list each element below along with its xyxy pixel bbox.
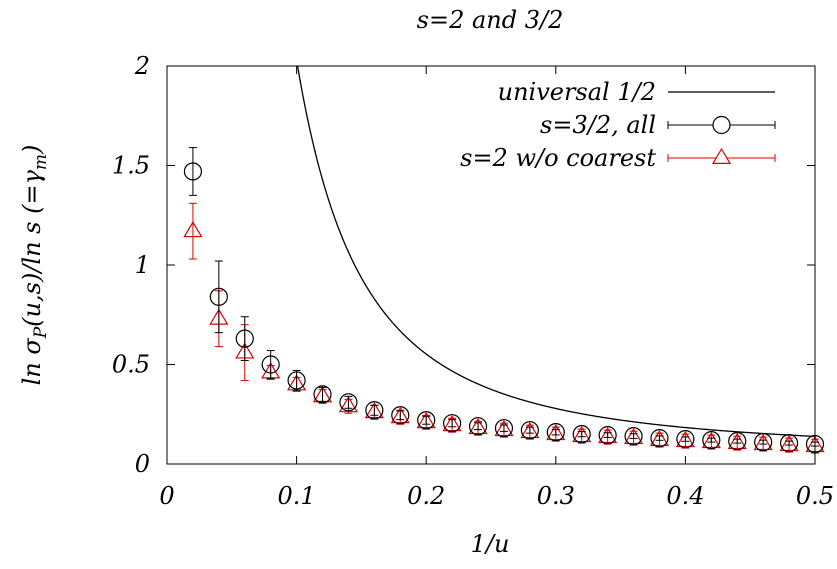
axis-ticks: 0 0.1 0.2 0.3 0.4 0.5 0 0.5 1 1.5 2 <box>112 52 834 510</box>
data-point-s32 <box>702 431 721 450</box>
y-tick-label: 0 <box>135 450 150 478</box>
y-label-part-b: (u,s)/ln s (=γ <box>18 169 46 326</box>
y-label-sub-m: m <box>31 154 51 170</box>
data-point-s32 <box>779 434 799 453</box>
data-point-s32 <box>754 433 773 452</box>
chart-title: s=2 and 3/2 <box>417 6 564 34</box>
data-point-s32 <box>339 393 358 412</box>
y-tick-label: 0.5 <box>112 351 150 379</box>
data-point-s32 <box>235 316 254 362</box>
legend-swatch-s32 <box>667 115 776 135</box>
x-tick-label: 0.1 <box>278 482 316 510</box>
data-point-s32 <box>598 426 617 445</box>
x-tick-label: 0.5 <box>796 482 834 510</box>
data-point-s32 <box>365 401 384 420</box>
y-axis-label: ln σP(u,s)/ln s (=γm) <box>18 145 51 386</box>
legend: universal 1/2 s=3/2, all s=2 w/o coarest <box>460 78 776 172</box>
data-point-s32 <box>728 432 747 451</box>
points-layer <box>183 147 825 454</box>
data-point-s32 <box>676 430 695 449</box>
y-tick-label: 1.5 <box>112 152 150 180</box>
data-point-s2 <box>183 202 203 260</box>
x-tick-label: 0 <box>159 482 174 510</box>
legend-label-s2: s=2 w/o coarest <box>460 144 656 172</box>
data-point-s32 <box>624 427 643 446</box>
x-tick-label: 0.2 <box>407 482 445 510</box>
data-point-s32 <box>417 411 436 430</box>
legend-swatch-s2 <box>667 147 776 164</box>
curve-layer <box>296 65 816 438</box>
x-axis-label: 1/u <box>471 530 510 558</box>
y-label-part-c: ) <box>18 145 46 155</box>
y-label-sub-p: P <box>31 326 51 339</box>
data-point-s32 <box>468 417 488 436</box>
data-point-s32 <box>261 350 280 379</box>
data-point-s32 <box>287 369 306 391</box>
y-tick-label: 1 <box>135 251 150 279</box>
x-tick-label: 0.4 <box>666 482 704 510</box>
data-point-s32 <box>546 423 565 442</box>
legend-label-s32: s=3/2, all <box>540 111 656 139</box>
data-point-s32 <box>443 414 462 433</box>
y-tick-label: 2 <box>134 52 150 80</box>
data-point-s32 <box>183 147 203 196</box>
data-point-s32 <box>572 425 591 444</box>
data-point-s32 <box>494 419 514 438</box>
data-point-s32 <box>520 421 539 440</box>
plot-frame <box>166 65 816 465</box>
x-tick-label: 0.3 <box>537 482 575 510</box>
data-point-s32 <box>313 385 332 404</box>
legend-label-universal: universal 1/2 <box>498 78 656 106</box>
data-point-s32 <box>209 260 228 334</box>
data-point-s32 <box>650 429 669 448</box>
y-label-part-a: ln σ <box>18 338 46 386</box>
series-line-universal <box>296 65 816 438</box>
data-point-s32 <box>391 406 410 425</box>
